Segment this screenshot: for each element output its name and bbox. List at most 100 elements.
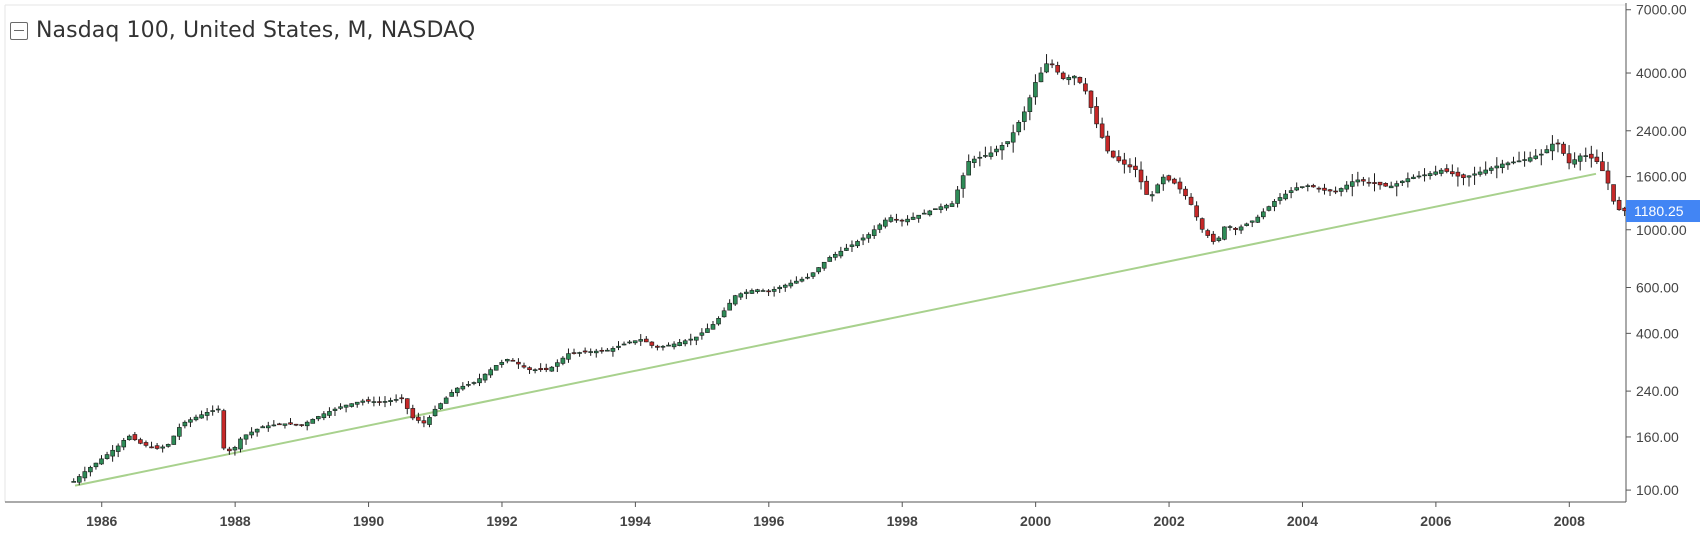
candle-body	[632, 340, 638, 344]
candle-body	[916, 214, 921, 219]
candle-body	[404, 398, 410, 409]
candle-body	[99, 458, 104, 465]
x-tick-label: 2002	[1153, 513, 1184, 529]
candle-body	[1027, 97, 1033, 112]
candle-body	[510, 359, 516, 362]
y-tick-label: 100.00	[1636, 482, 1679, 498]
candle-body	[488, 369, 493, 376]
candle-body	[577, 352, 582, 354]
collapse-icon[interactable]	[10, 21, 28, 40]
x-tick-label: 2000	[1020, 513, 1051, 529]
candle-body	[705, 328, 710, 333]
candle-body	[171, 435, 177, 445]
candle-body	[110, 449, 115, 457]
y-tick-label: 7000.00	[1636, 2, 1687, 18]
candle-body	[1533, 155, 1539, 159]
candle-body	[1377, 181, 1383, 186]
candle-body	[366, 399, 371, 402]
y-tick-label: 400.00	[1636, 325, 1679, 341]
candle-body	[227, 448, 232, 452]
x-tick-label: 1990	[353, 513, 384, 529]
candle-body	[115, 445, 121, 452]
candle-body	[1411, 176, 1416, 179]
candle-body	[744, 291, 749, 294]
candle-body	[860, 237, 866, 241]
candle-body	[838, 250, 844, 257]
candle-body	[316, 416, 321, 420]
candle-body	[360, 400, 366, 403]
candle-body	[221, 410, 227, 449]
candle-body	[655, 345, 660, 348]
candle-body	[832, 253, 838, 258]
candle-body	[677, 342, 682, 346]
candle-body	[1016, 121, 1022, 133]
candle-body	[1233, 227, 1238, 230]
candle-body	[955, 189, 960, 204]
candle-body	[427, 417, 432, 425]
candle-body	[165, 444, 171, 447]
candle-body	[260, 426, 266, 429]
candle-body	[1055, 65, 1060, 73]
candle-body	[949, 203, 955, 207]
candle-body	[1605, 170, 1611, 184]
candle-body	[1110, 150, 1116, 158]
candle-body	[1505, 162, 1511, 166]
candle-body	[1416, 175, 1422, 178]
last-price-label: 1180.25	[1634, 203, 1684, 219]
candle-body	[794, 280, 799, 284]
candle-body	[549, 366, 555, 372]
candle-body	[755, 289, 760, 292]
candle-body	[238, 438, 243, 450]
candle-body	[1155, 184, 1161, 194]
candle-body	[449, 392, 455, 397]
candle-body	[1427, 173, 1433, 177]
chart-header: Nasdaq 100, United States, M, NASDAQ	[10, 18, 475, 43]
y-tick-label: 600.00	[1636, 280, 1679, 296]
y-tick-label: 1600.00	[1636, 169, 1687, 185]
candle-body	[1060, 72, 1066, 79]
candle-body	[1238, 226, 1244, 231]
candle-body	[460, 385, 466, 390]
candle-body	[888, 217, 894, 222]
candle-body	[1394, 183, 1400, 187]
candle-body	[1222, 226, 1227, 240]
candle-body	[1244, 223, 1249, 226]
candle-body	[966, 161, 972, 176]
candle-body	[371, 401, 377, 403]
candle-body	[805, 276, 810, 279]
candle-body	[1160, 176, 1166, 185]
candle-body	[599, 349, 605, 352]
candle-body	[1199, 218, 1205, 230]
candle-body	[844, 247, 849, 251]
x-tick-label: 2004	[1287, 513, 1318, 529]
x-tick-label: 2008	[1554, 513, 1585, 529]
candle-body	[1511, 161, 1516, 164]
candle-body	[649, 341, 655, 346]
candle-body	[121, 440, 127, 448]
y-tick-label: 4000.00	[1636, 65, 1687, 81]
y-tick-label: 160.00	[1636, 429, 1679, 445]
candle-body	[1116, 156, 1122, 162]
candle-body	[1589, 153, 1594, 159]
candle-body	[438, 403, 443, 409]
candle-body	[1388, 185, 1394, 189]
candle-body	[254, 428, 260, 433]
candle-body	[1611, 184, 1616, 202]
candle-body	[1338, 188, 1344, 192]
candle-body	[1166, 175, 1172, 181]
candle-body	[204, 411, 210, 416]
candle-body	[721, 310, 727, 318]
x-tick-label: 1988	[220, 513, 251, 529]
candle-body	[232, 447, 238, 451]
candle-body	[1349, 181, 1355, 187]
candle-body	[410, 408, 416, 419]
candle-body	[126, 435, 132, 441]
candle-body	[82, 471, 88, 479]
candle-body	[1422, 174, 1427, 177]
candle-body	[1355, 179, 1361, 183]
candle-body	[327, 411, 332, 416]
candle-body	[571, 352, 577, 354]
candle-body	[1405, 178, 1411, 183]
